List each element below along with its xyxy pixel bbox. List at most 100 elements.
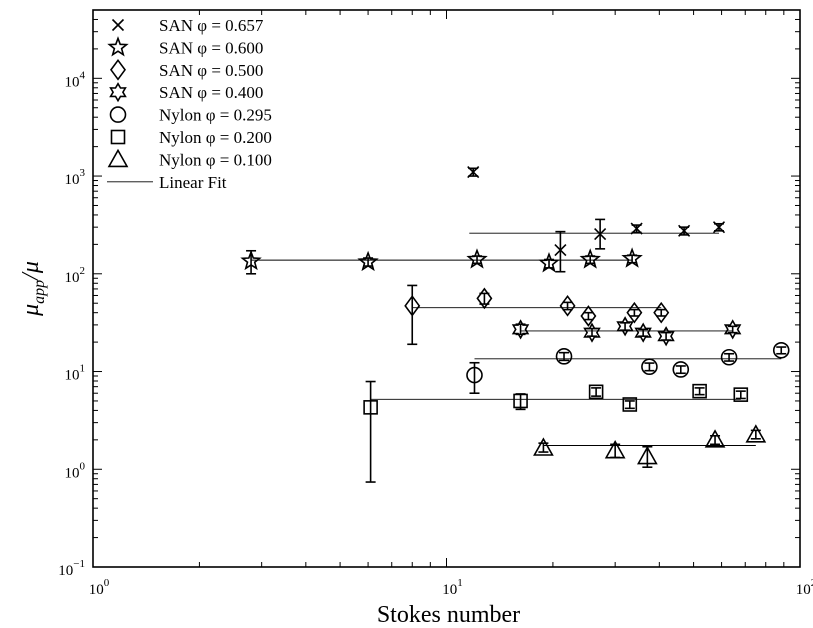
data-point bbox=[583, 322, 601, 343]
marker bbox=[555, 348, 573, 365]
legend-label: Linear Fit bbox=[159, 173, 227, 192]
marker bbox=[588, 384, 604, 400]
marker bbox=[723, 319, 742, 340]
circle-marker-shape bbox=[720, 348, 738, 366]
legend-label: Nylon φ = 0.295 bbox=[159, 106, 272, 125]
diamond-marker-shape bbox=[626, 301, 643, 324]
marker bbox=[616, 316, 634, 337]
circle-marker-shape bbox=[109, 106, 127, 123]
marker bbox=[538, 252, 560, 273]
data-point bbox=[704, 429, 726, 448]
data-point bbox=[678, 224, 691, 237]
x-marker-stroke bbox=[594, 227, 607, 241]
data-point bbox=[712, 221, 726, 234]
marker bbox=[363, 400, 378, 415]
marker bbox=[772, 341, 790, 359]
data-points bbox=[240, 165, 790, 483]
marker bbox=[672, 361, 690, 378]
x-tick-label: 100 bbox=[89, 577, 110, 598]
marker bbox=[580, 305, 597, 327]
data-point bbox=[466, 248, 488, 269]
star-marker-shape bbox=[107, 36, 129, 57]
hexagram-marker-shape bbox=[616, 316, 634, 337]
star-marker-shape bbox=[357, 250, 379, 272]
data-point bbox=[579, 248, 601, 269]
legend-label: Nylon φ = 0.100 bbox=[159, 150, 272, 169]
square-marker-shape bbox=[110, 129, 126, 145]
square-marker-shape bbox=[622, 397, 638, 412]
marker bbox=[657, 326, 675, 347]
marker bbox=[641, 358, 658, 376]
y-tick-label: 103 bbox=[65, 167, 86, 188]
data-point bbox=[513, 393, 528, 411]
y-tick-label: 10−1 bbox=[58, 558, 85, 579]
star-marker-shape bbox=[240, 249, 262, 271]
plot-frame bbox=[92, 9, 801, 568]
marker bbox=[678, 224, 691, 237]
data-point bbox=[594, 218, 607, 250]
data-point bbox=[404, 284, 421, 346]
marker bbox=[630, 222, 643, 235]
triangle-marker-shape bbox=[704, 429, 726, 448]
marker bbox=[466, 366, 483, 384]
hexagram-marker-shape bbox=[109, 82, 127, 103]
legend-marker bbox=[111, 18, 125, 32]
legend-marker bbox=[110, 129, 126, 145]
legend-label: Nylon φ = 0.200 bbox=[159, 128, 272, 147]
triangle-marker-shape bbox=[107, 148, 129, 168]
marker bbox=[240, 249, 262, 271]
legend-item: SAN φ = 0.400 bbox=[109, 82, 263, 103]
legend-label: SAN φ = 0.600 bbox=[159, 38, 263, 57]
legend-item: Nylon φ = 0.100 bbox=[107, 148, 272, 169]
data-point bbox=[511, 319, 530, 340]
diamond-marker-shape bbox=[110, 58, 126, 81]
square-marker-shape bbox=[692, 383, 707, 399]
marker bbox=[692, 383, 707, 399]
x-marker-stroke bbox=[630, 222, 643, 235]
marker bbox=[720, 348, 738, 366]
fit-lines bbox=[251, 232, 782, 446]
marker bbox=[594, 227, 607, 241]
data-point bbox=[733, 387, 749, 402]
star-marker-shape bbox=[466, 248, 488, 269]
y-tick-label: 102 bbox=[65, 265, 86, 286]
marker bbox=[653, 301, 670, 324]
data-point bbox=[630, 222, 643, 235]
marker bbox=[626, 301, 643, 324]
data-point bbox=[772, 341, 790, 359]
x-axis-title: Stokes number bbox=[377, 602, 520, 628]
marker bbox=[733, 387, 749, 402]
data-point bbox=[357, 250, 379, 272]
data-point bbox=[580, 305, 597, 327]
legend-item: SAN φ = 0.657 bbox=[111, 16, 264, 35]
diamond-marker-shape bbox=[580, 305, 597, 327]
legend-item: Nylon φ = 0.295 bbox=[109, 106, 272, 125]
data-point bbox=[745, 424, 767, 443]
data-point bbox=[555, 348, 573, 365]
legend-item: Nylon φ = 0.200 bbox=[110, 128, 272, 147]
marker bbox=[554, 243, 567, 257]
circle-marker-shape bbox=[466, 366, 483, 384]
marker bbox=[533, 437, 554, 456]
series-x bbox=[467, 165, 726, 273]
marker bbox=[357, 250, 379, 272]
square-marker-shape bbox=[588, 384, 604, 400]
series-triangle bbox=[533, 424, 767, 468]
legend-item: SAN φ = 0.500 bbox=[110, 58, 263, 81]
data-point bbox=[723, 319, 742, 340]
marker bbox=[745, 424, 767, 443]
data-point bbox=[363, 380, 378, 483]
hexagram-marker-shape bbox=[511, 319, 530, 340]
data-point bbox=[641, 358, 658, 376]
data-point bbox=[626, 301, 643, 324]
marker bbox=[579, 248, 601, 269]
legend-label: SAN φ = 0.500 bbox=[159, 61, 263, 80]
y-tick-label: 104 bbox=[65, 69, 86, 90]
marker bbox=[559, 294, 576, 317]
data-point bbox=[554, 230, 567, 273]
marker bbox=[621, 247, 643, 268]
diamond-marker-shape bbox=[404, 294, 421, 317]
triangle-marker-shape bbox=[636, 445, 658, 465]
circle-marker-shape bbox=[772, 341, 790, 359]
data-point bbox=[466, 361, 483, 395]
